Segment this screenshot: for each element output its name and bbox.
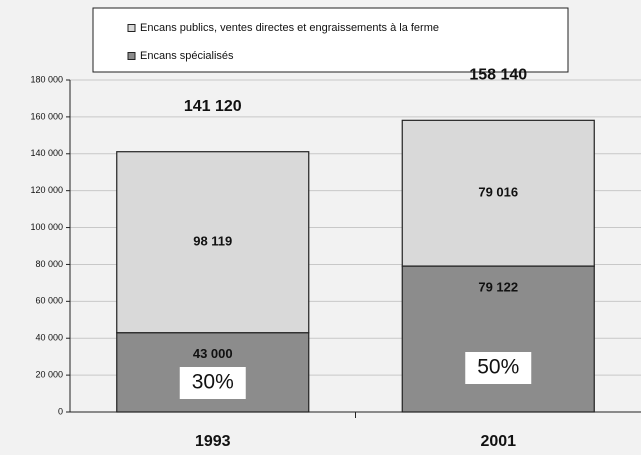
annotation-box [179,367,246,399]
total-label: 141 120 [184,98,242,115]
legend-swatch [127,24,136,32]
y-tick-label: 40 000 [35,333,63,343]
value-label: 79 122 [478,280,518,295]
legend-box [92,7,569,73]
x-tick-label: 1993 [195,433,231,450]
x-tick-label: 2001 [480,433,516,450]
annotation: 50% [477,356,519,379]
bar-segment [116,151,310,334]
y-tick-label: 60 000 [35,296,63,306]
annotation: 30% [192,371,234,394]
y-tick-label: 80 000 [35,259,63,269]
annotation-box [465,352,532,384]
y-tick-label: 0 [58,406,63,416]
y-tick-label: 100 000 [30,222,63,232]
y-tick-label: 180 000 [30,74,63,84]
y-tick-label: 140 000 [30,148,63,158]
value-label: 43 000 [193,346,233,361]
y-tick-label: 20 000 [35,369,63,379]
y-tick-label: 120 000 [30,185,63,195]
legend-label: Encans spécialisés [140,50,234,62]
value-label: 98 119 [193,234,232,249]
total-label: 158 140 [469,67,527,84]
legend-label: Encans publics, ventes directes et engra… [140,22,439,34]
bar-segment [401,265,595,413]
y-tick-label: 160 000 [30,111,63,121]
bar-segment [401,119,595,267]
value-label: 79 016 [478,185,518,200]
legend-swatch [127,52,136,60]
